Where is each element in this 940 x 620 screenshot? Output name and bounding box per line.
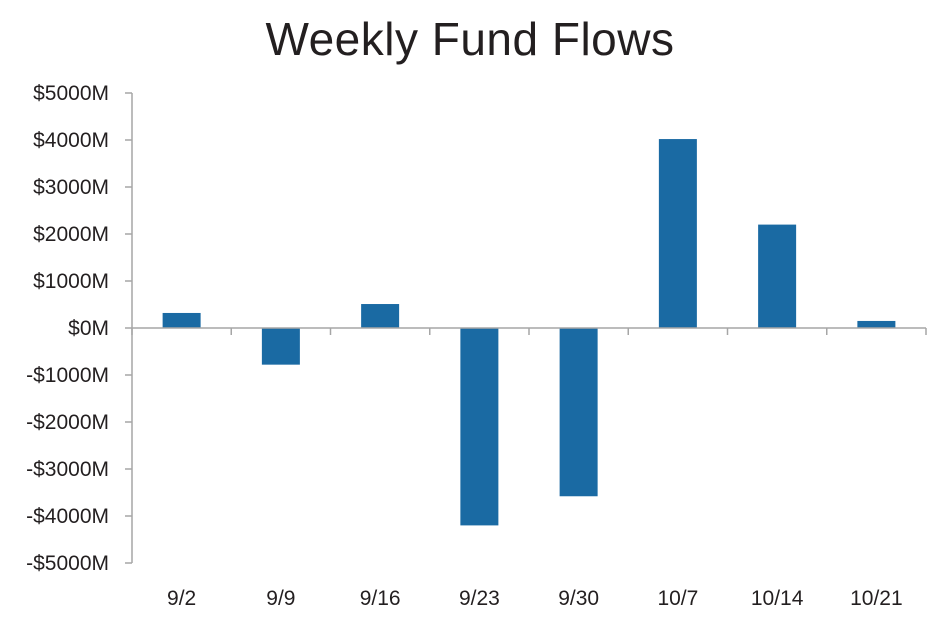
bar	[460, 328, 499, 526]
x-tick-label: 10/7	[657, 587, 698, 610]
x-tick-label: 9/23	[459, 587, 500, 610]
bar	[361, 304, 400, 328]
y-tick-label: $2000M	[33, 223, 109, 246]
y-tick-label: $0M	[68, 317, 109, 340]
y-tick-label: -$1000M	[26, 364, 109, 387]
x-tick-label: 9/2	[167, 587, 196, 610]
y-tick-label: -$3000M	[26, 458, 109, 481]
bar	[261, 328, 300, 365]
bar	[758, 224, 797, 328]
y-tick-label: -$4000M	[26, 505, 109, 528]
x-tick-label: 9/16	[360, 587, 401, 610]
bar	[857, 320, 896, 328]
y-tick-label: $3000M	[33, 176, 109, 199]
x-tick-label: 10/14	[751, 587, 804, 610]
bar	[658, 139, 697, 328]
x-tick-label: 10/21	[850, 587, 903, 610]
y-tick-label: -$2000M	[26, 411, 109, 434]
y-tick-label: $1000M	[33, 270, 109, 293]
y-tick-label: $5000M	[33, 82, 109, 105]
x-tick-label: 9/30	[558, 587, 599, 610]
bar	[559, 328, 598, 497]
bar	[162, 312, 201, 328]
y-tick-label: -$5000M	[26, 552, 109, 575]
y-tick-label: $4000M	[33, 129, 109, 152]
x-tick-label: 9/9	[266, 587, 295, 610]
chart-title: Weekly Fund Flows	[265, 13, 675, 65]
